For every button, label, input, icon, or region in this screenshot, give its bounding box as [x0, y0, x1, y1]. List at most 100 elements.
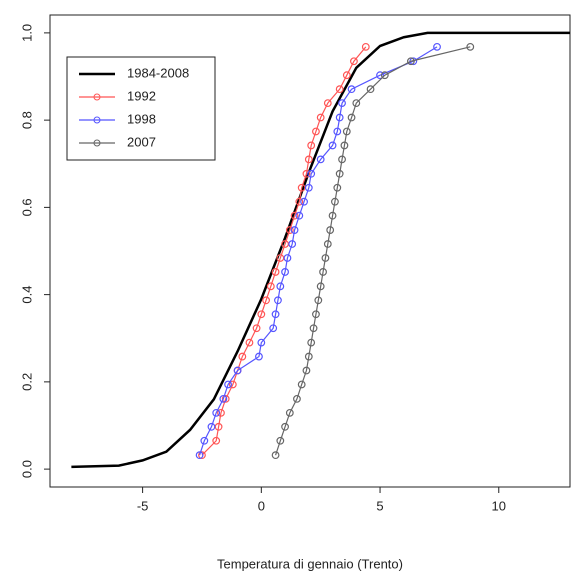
data-point [342, 127, 351, 136]
series-line [201, 46, 367, 456]
data-point [366, 85, 375, 94]
data-point [300, 197, 308, 206]
legend-label: 1998 [127, 111, 156, 126]
data-point [295, 197, 304, 206]
data-point [350, 57, 358, 66]
data-point [338, 155, 346, 164]
x-tick-label: 5 [376, 498, 383, 513]
y-tick-label: 1.0 [19, 24, 34, 42]
data-point [212, 436, 221, 445]
data-point [316, 113, 325, 122]
data-point [257, 310, 266, 319]
data-point [316, 282, 325, 291]
data-point [271, 268, 280, 276]
data-point [288, 240, 297, 248]
data-point [466, 42, 475, 51]
data-point [290, 211, 299, 220]
data-point [195, 451, 204, 460]
data-point [328, 141, 337, 150]
data-point [295, 211, 304, 220]
legend-marker [93, 116, 101, 124]
data-point [307, 338, 316, 347]
data-point [335, 113, 344, 122]
y-tick-label: 0.4 [19, 286, 34, 304]
data-point [347, 113, 356, 122]
data-point [304, 155, 313, 164]
data-point [361, 42, 370, 51]
data-point [281, 422, 289, 431]
data-point [338, 99, 346, 108]
series-line [71, 31, 570, 469]
data-point [316, 155, 325, 164]
data-point [266, 282, 275, 291]
data-point [335, 85, 344, 94]
data-point [271, 310, 280, 319]
data-point [221, 394, 230, 403]
data-point [285, 226, 294, 234]
series-line [275, 46, 471, 456]
data-point [304, 183, 313, 192]
data-point [269, 324, 278, 333]
data-point [228, 380, 237, 389]
data-point [433, 42, 441, 51]
y-tick-label: 0.2 [19, 373, 34, 391]
data-point [283, 254, 292, 262]
data-point [376, 71, 384, 80]
data-point [321, 254, 330, 262]
data-point [238, 352, 247, 361]
data-point [323, 99, 332, 108]
data-point [333, 127, 342, 136]
data-point [407, 57, 415, 66]
data-point [333, 183, 342, 192]
data-point [312, 310, 320, 319]
data-point [271, 451, 280, 460]
data-point [276, 282, 285, 291]
x-axis-label: Temperatura di gennaio (Trento) [217, 556, 403, 571]
data-point [252, 324, 261, 333]
data-point [276, 436, 285, 445]
data-point [331, 197, 339, 206]
data-point [217, 408, 225, 417]
x-tick-label: 0 [258, 498, 265, 513]
y-tick-label: 0.6 [19, 198, 34, 216]
data-point [285, 408, 294, 417]
x-tick-label: -5 [137, 498, 149, 513]
data-point [326, 226, 335, 234]
data-point [207, 422, 216, 431]
data-point [335, 169, 344, 178]
data-point [290, 226, 299, 234]
series-line [199, 46, 438, 456]
data-point [380, 71, 389, 80]
x-tick-label: 10 [492, 498, 506, 513]
data-point [304, 352, 313, 361]
data-point [198, 451, 206, 460]
data-point [257, 338, 266, 347]
legend-label: 1992 [127, 88, 156, 103]
data-point [340, 141, 349, 150]
legend-marker [93, 93, 101, 101]
data-point [309, 324, 318, 333]
data-point [219, 394, 228, 403]
data-point [245, 338, 254, 347]
data-point [307, 169, 316, 178]
data-point [293, 394, 301, 403]
data-point [200, 436, 209, 445]
data-point [274, 296, 282, 305]
data-point [342, 71, 351, 80]
legend-label: 1984-2008 [127, 65, 189, 80]
data-point [302, 366, 311, 375]
data-point [307, 141, 316, 150]
data-point [347, 85, 356, 94]
data-point [281, 268, 289, 276]
data-point [297, 380, 306, 389]
data-point [302, 169, 311, 178]
data-point [328, 211, 337, 220]
data-point [233, 366, 242, 375]
data-point [312, 127, 320, 136]
data-point [352, 99, 361, 108]
data-point [323, 240, 332, 248]
y-tick-label: 0.8 [19, 111, 34, 129]
legend-marker [93, 139, 101, 147]
data-point [314, 296, 323, 305]
